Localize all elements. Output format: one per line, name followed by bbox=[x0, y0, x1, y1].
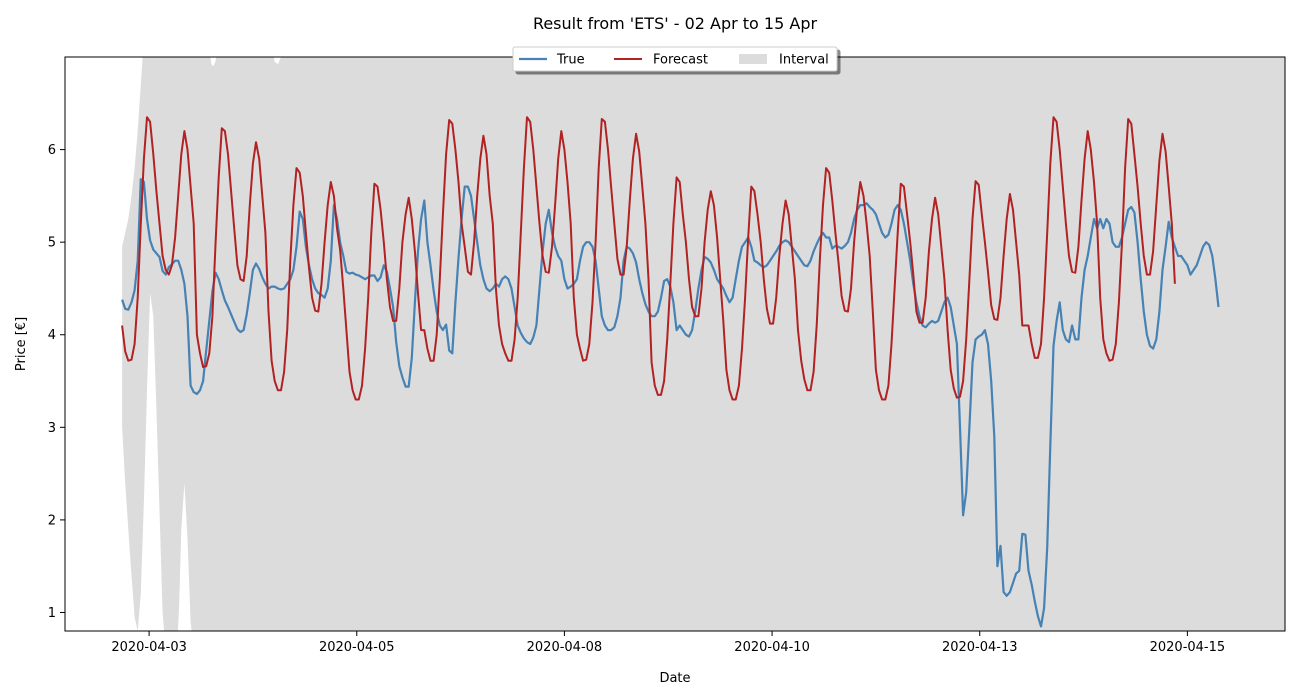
x-axis: 2020-04-03 2020-04-05 2020-04-08 2020-04-10… bbox=[111, 631, 1225, 655]
y-tick-label: 1 bbox=[48, 606, 56, 621]
legend: True Forecast Interval bbox=[512, 46, 838, 72]
y-tick-label: 6 bbox=[48, 143, 56, 158]
x-tick-label: 2020-04-10 bbox=[734, 640, 810, 655]
legend-interval-swatch bbox=[739, 54, 767, 64]
x-tick-label: 2020-04-08 bbox=[527, 640, 603, 655]
x-tick-label: 2020-04-13 bbox=[942, 640, 1018, 655]
legend-box bbox=[512, 46, 838, 72]
y-axis-label: Price [€] bbox=[14, 317, 29, 371]
x-axis-label: Date bbox=[659, 671, 690, 686]
legend-true-label: True bbox=[556, 53, 585, 68]
x-tick-label: 2020-04-15 bbox=[1150, 640, 1226, 655]
y-tick-label: 4 bbox=[48, 328, 56, 343]
y-tick-label: 3 bbox=[48, 421, 56, 436]
chart-title: Result from 'ETS' - 02 Apr to 15 Apr bbox=[533, 14, 818, 33]
interval-band bbox=[122, 57, 1285, 631]
y-tick-label: 5 bbox=[48, 236, 56, 251]
legend-forecast-label: Forecast bbox=[653, 53, 708, 68]
y-axis: 1 2 3 4 5 6 bbox=[48, 143, 65, 621]
y-tick-label: 2 bbox=[48, 513, 56, 528]
plot-area bbox=[121, 57, 1285, 631]
x-tick-label: 2020-04-03 bbox=[111, 640, 187, 655]
forecast-series-line bbox=[121, 116, 1176, 401]
legend-interval-label: Interval bbox=[779, 53, 829, 68]
x-tick-label: 2020-04-05 bbox=[319, 640, 395, 655]
